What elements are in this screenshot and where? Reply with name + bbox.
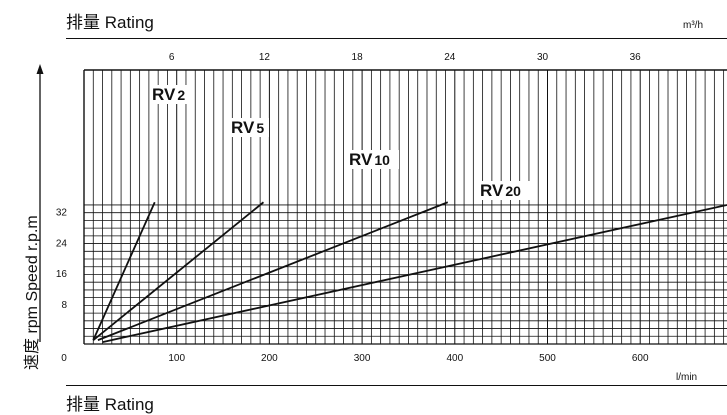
- x-bottom-tick-label: 200: [261, 353, 278, 364]
- x-bottom-tick-label: 400: [446, 353, 463, 364]
- x-top-tick-label: 12: [259, 52, 271, 63]
- x-bottom-tick-label: 100: [168, 353, 185, 364]
- bottom-axis-unit: l/min: [676, 372, 698, 383]
- series-label-background: [150, 85, 190, 104]
- top-axis-unit: m³/h: [683, 20, 703, 31]
- x-top-tick-label: 36: [630, 52, 642, 63]
- bottom-rule: [66, 385, 727, 386]
- y-tick-label: 8: [61, 300, 67, 311]
- x-bottom-tick-label: 500: [539, 353, 556, 364]
- series-label-rv10: RV 10: [349, 150, 390, 169]
- series-line-rv5: [92, 201, 265, 341]
- series-label-rv2: RV 2: [152, 85, 185, 104]
- y-tick-label: 32: [56, 207, 68, 218]
- series-line-rv10: [97, 201, 449, 341]
- series-label-background: [229, 118, 269, 137]
- series-label-background: [478, 181, 530, 200]
- y-axis-arrow-head: [36, 64, 44, 74]
- chart-title-top: 排量 Rating: [66, 13, 154, 32]
- series-line-rv2: [92, 201, 156, 341]
- x-top-tick-label: 30: [537, 52, 549, 63]
- x-top-tick-label: 6: [169, 52, 175, 63]
- x-bottom-tick-label: 600: [632, 353, 649, 364]
- x-bottom-tick-label: 0: [61, 353, 67, 364]
- series-line-rv20: [102, 204, 727, 343]
- x-bottom-tick-label: 300: [354, 353, 371, 364]
- series-label-rv20: RV 20: [480, 181, 521, 200]
- top-rule: [66, 38, 727, 39]
- series-label-background: [347, 150, 399, 169]
- y-tick-label: 24: [56, 238, 68, 249]
- chart-title-bottom: 排量 Rating: [66, 395, 154, 414]
- y-tick-label: 16: [56, 269, 68, 280]
- series-label-rv5: RV 5: [231, 118, 264, 137]
- x-top-tick-label: 18: [352, 52, 364, 63]
- x-top-tick-label: 24: [444, 52, 456, 63]
